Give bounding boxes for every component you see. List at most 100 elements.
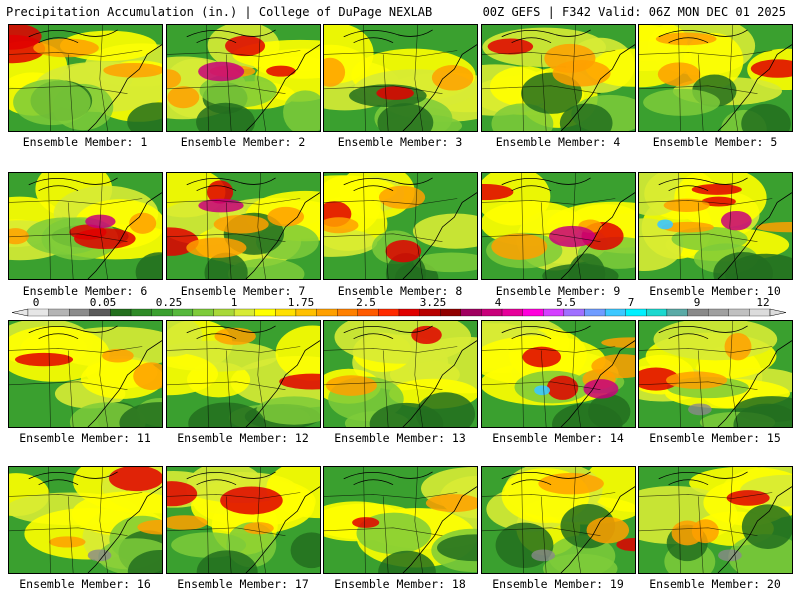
precip-green-area xyxy=(413,252,477,273)
precip-green-area xyxy=(559,103,613,131)
state-borders xyxy=(482,25,616,131)
colorbar-segment xyxy=(275,308,297,317)
great-lakes xyxy=(501,325,591,340)
great-lakes xyxy=(186,471,276,486)
colorbar-segment xyxy=(625,308,647,317)
precip-green-area xyxy=(741,103,791,131)
colorbar-segment xyxy=(357,308,379,317)
coastline xyxy=(717,340,792,427)
colorbar-segment xyxy=(233,308,255,317)
precip-heavy-area xyxy=(214,327,256,345)
precip-extreme-area xyxy=(720,210,752,231)
great-lakes xyxy=(186,177,276,192)
colorbar-segment xyxy=(295,308,317,317)
colorbar-tick-label: 7 xyxy=(628,296,635,309)
precip-heavy-area xyxy=(101,348,134,363)
coastline xyxy=(560,44,635,131)
precip-heavy-area xyxy=(279,373,320,390)
great-lakes xyxy=(343,471,433,486)
great-lakes xyxy=(186,325,276,340)
precip-heavy-area xyxy=(9,25,42,50)
state-borders xyxy=(639,321,773,427)
ensemble-member-map xyxy=(8,320,163,428)
coastline xyxy=(87,192,162,279)
precip-heavy-area xyxy=(14,352,74,367)
precip-extreme-area xyxy=(583,379,619,399)
colorbar-segment xyxy=(316,308,338,317)
precip-heavy-area xyxy=(431,64,474,91)
precip-light-area xyxy=(275,325,320,381)
ensemble-member-caption: Ensemble Member: 12 xyxy=(177,431,309,445)
ensemble-member-caption: Ensemble Member: 2 xyxy=(180,135,306,149)
state-borders xyxy=(167,321,301,427)
state-borders xyxy=(639,467,773,573)
precip-green-area xyxy=(542,553,618,573)
precip-heavy-area xyxy=(186,237,247,258)
colorbar-segment xyxy=(337,308,358,317)
ensemble-member-map xyxy=(481,466,636,574)
colorbar-segment xyxy=(604,308,626,317)
coastline xyxy=(402,340,477,427)
coastline xyxy=(717,486,792,573)
ensemble-member-map xyxy=(166,172,321,280)
state-borders xyxy=(167,25,301,131)
colorbar-segment xyxy=(460,308,482,317)
precip-heavy-area xyxy=(691,184,742,195)
colorbar-segment xyxy=(666,308,688,317)
color-scale-legend: 0 0.05 0.25 1 1.75 2.5 3.25 4 5.5 7 9 12 xyxy=(11,296,787,317)
precip-heavy-area xyxy=(108,467,162,492)
precip-max-area xyxy=(657,219,674,230)
coastline xyxy=(87,486,162,573)
precip-heavy-area xyxy=(601,337,635,348)
valid-time: 00Z GEFS | F342 Valid: 06Z MON DEC 01 20… xyxy=(482,5,786,19)
precip-heavy-area xyxy=(661,221,714,233)
ensemble-member-caption: Ensemble Member: 14 xyxy=(492,431,624,445)
precip-green-area xyxy=(741,504,792,549)
precip-heavy-area xyxy=(385,240,422,263)
colorbar-tick-label: 9 xyxy=(694,296,701,309)
colorbar-max-arrow xyxy=(769,308,787,317)
precip-heavy-area xyxy=(482,183,514,201)
precip-heavy-area xyxy=(220,486,283,515)
state-borders xyxy=(167,173,301,279)
colorbar-tick-label: 4 xyxy=(495,296,502,309)
colorbar-segment xyxy=(708,308,729,317)
colorbar-tick-label: 1 xyxy=(231,296,238,309)
ensemble-member-map xyxy=(8,172,163,280)
coastline xyxy=(402,44,477,131)
great-lakes xyxy=(343,177,433,192)
colorbar-segment xyxy=(48,308,70,317)
colorbar-segment xyxy=(192,308,214,317)
ensemble-member-map xyxy=(8,466,163,574)
precip-heavy-area xyxy=(267,206,305,227)
precip-green-area xyxy=(188,402,266,427)
precip-heavy-area xyxy=(750,59,792,78)
precip-heavy-area xyxy=(726,490,770,506)
ensemble-member-map xyxy=(323,172,478,280)
precip-trace-area xyxy=(688,403,712,416)
state-borders xyxy=(482,321,616,427)
colorbar-segment xyxy=(543,308,565,317)
precip-heavy-area xyxy=(213,214,269,234)
great-lakes xyxy=(343,325,433,340)
precip-heavy-area xyxy=(616,537,635,552)
great-lakes xyxy=(28,177,118,192)
colorbar-segment xyxy=(728,308,750,317)
colorbar-segment xyxy=(749,308,771,317)
precip-heavy-area xyxy=(378,185,426,209)
precip-heavy-area xyxy=(137,519,162,535)
colorbar-segment xyxy=(130,308,152,317)
precip-max-area xyxy=(534,385,550,396)
colorbar-segment xyxy=(501,308,523,317)
ensemble-member-map xyxy=(481,172,636,280)
colorbar-segment xyxy=(563,308,585,317)
coastline xyxy=(560,192,635,279)
colorbar-segment xyxy=(254,308,276,317)
precip-green-area xyxy=(495,522,554,569)
ensemble-member-caption: Ensemble Member: 17 xyxy=(177,577,309,591)
coastline xyxy=(402,486,477,573)
precip-extreme-area xyxy=(198,61,245,82)
precip-heavy-area xyxy=(639,367,680,391)
precip-heavy-area xyxy=(425,494,477,513)
coastline xyxy=(717,44,792,131)
